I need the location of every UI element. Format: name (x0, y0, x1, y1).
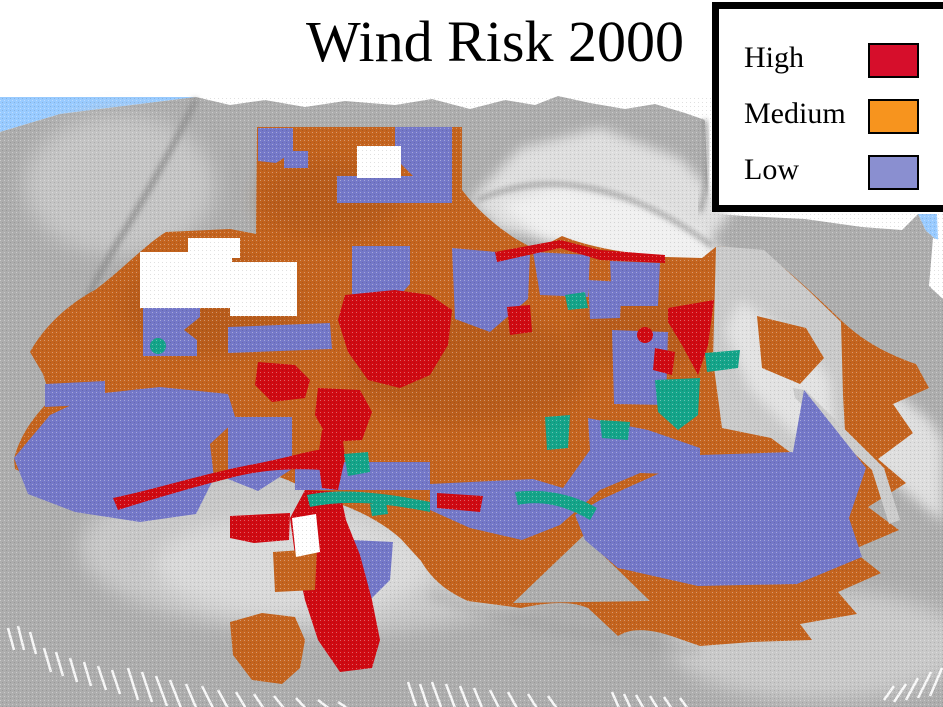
legend-box: High Medium Low (712, 2, 943, 212)
legend-row-medium: Medium (719, 97, 943, 134)
legend-swatch-medium-icon (868, 99, 919, 134)
legend-swatch-high-icon (868, 43, 919, 78)
legend-label-low: Low (744, 153, 799, 186)
legend-row-high: High (719, 41, 943, 78)
legend-label-medium: Medium (744, 97, 846, 130)
legend-label-high: High (744, 41, 804, 74)
legend-row-low: Low (719, 153, 943, 190)
legend-swatch-low-icon (868, 155, 919, 190)
page-title: Wind Risk 2000 (306, 9, 684, 74)
